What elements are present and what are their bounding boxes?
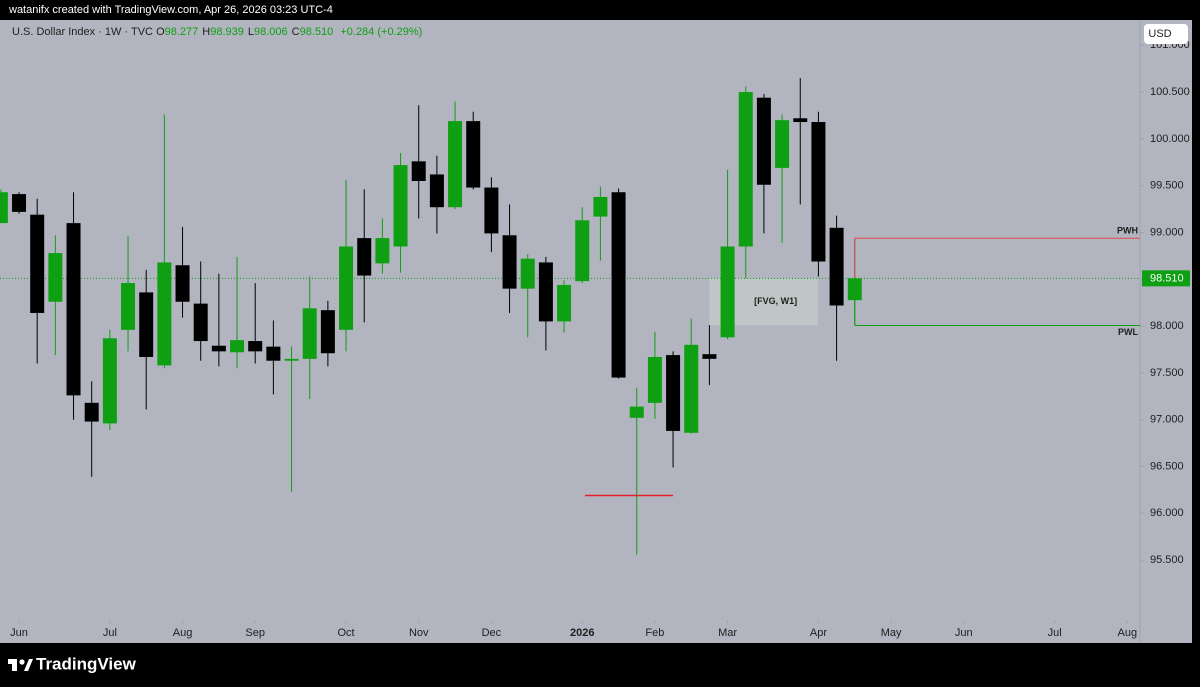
last-price-box <box>1142 270 1190 287</box>
candle-body <box>284 358 299 361</box>
axes: 95.500 96.000 96.500 97.000 97.500 98.000 98.5… <box>10 39 1190 639</box>
candle-body <box>121 283 136 330</box>
candle-body <box>248 341 263 352</box>
candle-body <box>157 262 172 366</box>
candle-body <box>393 165 408 247</box>
candle-body <box>793 118 808 123</box>
y-tick-label: 100.000 <box>1150 133 1190 145</box>
currency-button[interactable] <box>1144 24 1188 44</box>
x-tick-label: 2026 <box>570 627 594 639</box>
y-tick-label: 97.000 <box>1150 414 1184 426</box>
candle-body <box>557 284 572 322</box>
candle-body <box>611 192 626 378</box>
candle-body <box>502 235 517 289</box>
y-tick-label: 98.000 <box>1150 320 1184 332</box>
x-tick-label: Sep <box>245 627 265 639</box>
ohlc-value: 98.939 <box>210 26 244 38</box>
candle-body <box>266 346 281 361</box>
candle-body <box>12 194 27 212</box>
candle-body <box>593 196 608 217</box>
level-label: PWH <box>1117 226 1138 236</box>
x-tick-label: Jul <box>1048 627 1062 639</box>
candle-body <box>775 120 790 168</box>
candle-body <box>484 187 499 234</box>
candle-body <box>175 265 190 302</box>
plot-area: [FVG, W1] PWH PWL <box>0 78 1140 555</box>
candle-body <box>193 303 208 342</box>
candle-body <box>720 246 735 338</box>
ohlc-key: C <box>291 26 300 38</box>
candle-body <box>647 356 662 403</box>
candle-body <box>629 406 644 418</box>
x-tick-label: Jun <box>10 627 28 639</box>
y-tick-label: 96.500 <box>1150 460 1184 472</box>
change: +0.284 (+0.29%) <box>340 26 423 38</box>
x-tick-label: Jun <box>955 627 973 639</box>
x-tick-label: Feb <box>645 627 664 639</box>
candle-body <box>575 220 590 282</box>
x-tick-label: May <box>881 627 902 639</box>
x-tick-label: Apr <box>810 627 827 639</box>
candle-body <box>102 338 117 424</box>
candle-body <box>320 310 335 354</box>
x-tick-label: Oct <box>337 627 354 639</box>
candle-body <box>538 262 553 322</box>
x-tick-label: Dec <box>482 627 502 639</box>
ohlc-value: 98.277 <box>164 26 199 38</box>
y-tick-label: 99.000 <box>1150 226 1184 238</box>
candle-body <box>211 345 226 352</box>
candle-body <box>756 97 771 185</box>
candle-body <box>84 402 99 422</box>
candle-body <box>738 92 753 247</box>
candle-body <box>30 214 45 313</box>
candle-body <box>139 292 154 357</box>
fvg-label: [FVG, W1] <box>754 296 797 306</box>
candle-body <box>520 258 535 289</box>
candle-body <box>48 253 63 302</box>
y-tick-label: 99.500 <box>1150 180 1184 192</box>
candle-body <box>666 355 681 431</box>
candle-body <box>0 192 8 224</box>
candle-body <box>302 308 317 359</box>
x-tick-label: Nov <box>409 627 429 639</box>
symbol: U.S. Dollar Index · 1W · TVC <box>12 26 153 38</box>
candle-body <box>811 122 826 262</box>
ohlc-key: H <box>202 26 211 38</box>
candle-body <box>66 223 81 396</box>
ohlc-key: L <box>247 26 255 38</box>
brand-logo <box>8 659 33 671</box>
chart-pane <box>0 20 1192 643</box>
y-tick-label: 97.500 <box>1150 367 1184 379</box>
level-label: PWL <box>1118 327 1138 337</box>
ohlc-key: O <box>156 26 165 38</box>
x-tick-label: Aug <box>1117 627 1137 639</box>
candle-body <box>375 238 390 264</box>
x-tick-label: Jul <box>103 627 117 639</box>
candle-body <box>466 121 481 188</box>
candle-body <box>429 174 444 208</box>
x-tick-label: Aug <box>173 627 193 639</box>
ohlc-value: 98.006 <box>254 26 288 38</box>
candle-body <box>829 227 844 306</box>
candle-body <box>339 246 354 330</box>
ohlc: O98.277 H98.939 L98.006 C98.510 <box>156 26 337 38</box>
currency[interactable]: USD <box>1148 28 1171 40</box>
candle-body <box>448 121 463 208</box>
brand: TradingView <box>36 654 137 673</box>
last-price-label: 98.510 <box>1150 272 1184 284</box>
y-tick-label: 95.500 <box>1150 554 1184 566</box>
ohlc-value: 98.510 <box>299 26 334 38</box>
candle-body <box>357 238 372 276</box>
candle-body <box>684 344 699 433</box>
candle-body <box>411 161 426 181</box>
y-tick-label: 100.500 <box>1150 86 1190 98</box>
credit: watanifx created with TradingView.com, A… <box>9 4 333 16</box>
y-tick-label: 96.000 <box>1150 507 1184 519</box>
candle-body <box>702 354 717 359</box>
candle-body <box>230 340 245 353</box>
x-tick-label: Mar <box>718 627 737 639</box>
legend: U.S. Dollar Index · 1W · TVC O98.277 H98.… <box>12 26 422 38</box>
